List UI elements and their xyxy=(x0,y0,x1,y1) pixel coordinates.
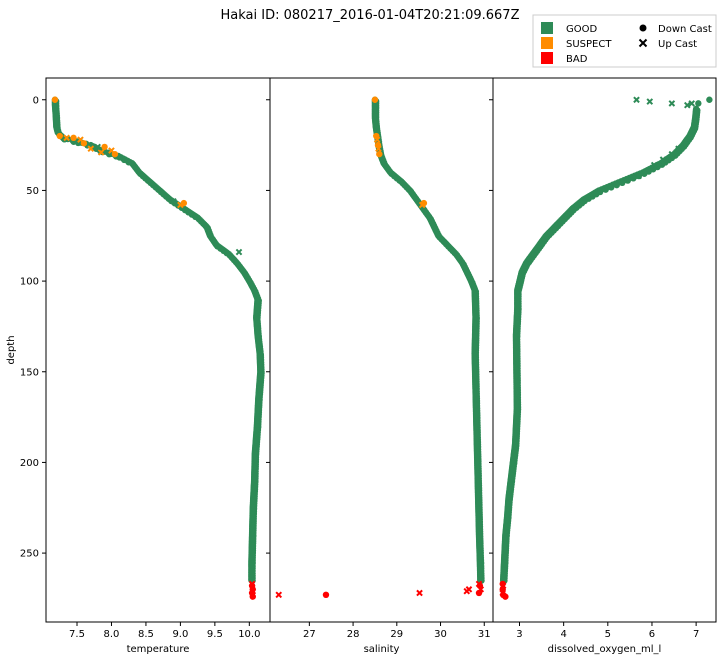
y-tick-label: 250 xyxy=(20,549,39,560)
point-bad-up xyxy=(249,587,257,595)
point-bad-down xyxy=(249,593,256,600)
point-good-up xyxy=(668,150,676,158)
point-suspect-down xyxy=(51,96,59,103)
y-tick-label: 200 xyxy=(20,458,39,469)
point-bad-up xyxy=(475,580,483,588)
x-tick-label: 6 xyxy=(649,629,655,640)
point-suspect-down xyxy=(56,132,63,140)
point-suspect-up xyxy=(87,145,95,153)
legend-label-bad: BAD xyxy=(566,54,588,65)
point-bad-up xyxy=(275,591,283,599)
legend-label-down-cast: Down Cast xyxy=(658,24,712,35)
x-tick-label: 8.0 xyxy=(104,629,120,640)
x-axis-label: temperature xyxy=(127,644,190,655)
legend-marker-down-cast xyxy=(639,24,647,32)
x-tick-label: 28 xyxy=(347,629,360,640)
subplot-panels: 7.5 8.0 8.5 9.0 9.5 10.0 0 50 100 150 200 250 temper… xyxy=(6,77,717,655)
point-suspect-down xyxy=(101,143,108,151)
point-good-up xyxy=(235,248,243,256)
x-tick-label: 27 xyxy=(303,629,316,640)
x-tick-label: 9.0 xyxy=(172,629,188,640)
data-marks xyxy=(499,96,713,600)
y-tick-label: 100 xyxy=(20,277,39,288)
point-suspect-up xyxy=(177,201,184,209)
point-bad-up xyxy=(499,589,507,597)
point-suspect-down xyxy=(376,150,383,158)
legend-label-suspect: SUSPECT xyxy=(566,39,612,50)
x-tick-label: 4 xyxy=(560,629,566,640)
point-suspect-up xyxy=(418,201,426,209)
y-axis-label: depth xyxy=(6,335,17,364)
point-bad-up xyxy=(248,580,256,588)
point-good-up xyxy=(94,143,101,151)
legend-swatch-bad xyxy=(541,52,553,64)
point-bad-up xyxy=(499,582,507,590)
x-axis-label: dissolved_oxygen_ml_l xyxy=(548,644,662,655)
legend-label-good: GOOD xyxy=(566,24,597,35)
x-tick-label: 10.0 xyxy=(238,629,260,640)
x-tick-label: 3 xyxy=(516,629,522,640)
subplot-2: 27 28 29 30 31 salinity xyxy=(266,77,494,655)
legend-swatch-suspect xyxy=(541,37,553,49)
axes-frame xyxy=(45,77,271,623)
x-tick-label: 29 xyxy=(390,629,403,640)
point-good-up xyxy=(675,145,682,153)
axes-frame xyxy=(492,77,717,623)
point-good-up xyxy=(633,96,640,104)
point-good-up xyxy=(688,100,696,107)
point-suspect-up xyxy=(108,147,115,154)
data-marks xyxy=(275,96,485,599)
y-tick-label: 150 xyxy=(20,367,39,378)
chart-title: Hakai ID: 080217_2016-01-04T20:21:09.667… xyxy=(221,8,520,23)
legend-marker-up-cast xyxy=(638,38,648,48)
point-good-up xyxy=(635,172,643,180)
legend-label-up-cast: Up Cast xyxy=(658,39,697,50)
point-bad-down xyxy=(475,589,483,597)
point-suspect-down xyxy=(70,134,77,142)
point-good-up xyxy=(683,101,691,109)
x-tick-label: 31 xyxy=(478,629,491,640)
subplot-1: 7.5 8.0 8.5 9.0 9.5 10.0 0 50 100 150 200 250 temper… xyxy=(6,77,271,655)
point-good-up xyxy=(646,98,654,105)
x-tick-label: 30 xyxy=(434,629,447,640)
point-bad-down xyxy=(322,591,330,598)
point-bad-up xyxy=(477,586,485,593)
point-suspect-down xyxy=(180,199,188,207)
legend-swatch-good xyxy=(541,22,553,34)
legend-frame xyxy=(532,14,717,68)
x-axis-label: salinity xyxy=(364,644,400,655)
point-suspect-up xyxy=(97,149,105,156)
point-suspect-up xyxy=(375,145,382,153)
point-good-up xyxy=(659,156,667,163)
data-marks xyxy=(51,96,265,600)
x-tick-label: 7 xyxy=(693,629,699,640)
x-tick-label: 7.5 xyxy=(69,629,85,640)
point-suspect-up xyxy=(373,136,381,143)
legend: GOOD SUSPECT BAD Down Cast Up Cast xyxy=(532,14,717,68)
legend-cast-entries: Down Cast Up Cast xyxy=(638,24,712,50)
point-bad-up xyxy=(465,586,473,593)
point-good-down xyxy=(695,100,702,107)
subplot-3: 3 4 5 6 7 dissolved_oxygen_ml_l xyxy=(489,77,717,655)
y-tick-label: 50 xyxy=(26,186,39,197)
x-tick-label: 8.5 xyxy=(138,629,154,640)
point-good-up xyxy=(650,161,658,169)
x-tick-label: 5 xyxy=(605,629,611,640)
x-tick-label: 9.5 xyxy=(207,629,223,640)
point-good-down xyxy=(706,96,713,103)
point-good-up xyxy=(668,100,676,107)
point-suspect-up xyxy=(63,134,70,142)
point-suspect-down xyxy=(371,96,379,103)
point-good-up xyxy=(170,197,177,205)
point-bad-up xyxy=(416,589,423,597)
legend-flag-entries: GOOD SUSPECT BAD xyxy=(541,22,612,65)
y-tick-label: 0 xyxy=(33,95,39,106)
point-suspect-up xyxy=(77,136,84,143)
